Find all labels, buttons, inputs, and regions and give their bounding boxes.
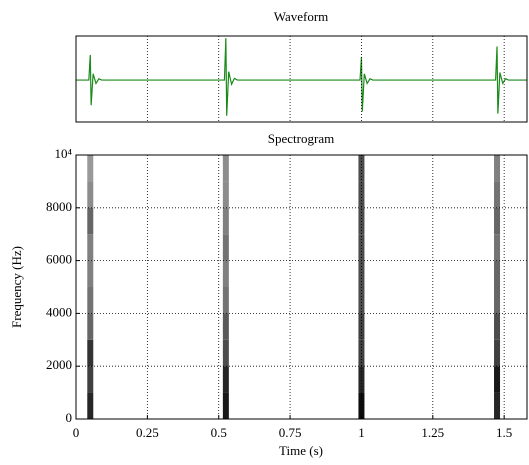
y-tick-label: 6000 bbox=[46, 252, 72, 267]
plot-frame bbox=[76, 155, 527, 419]
spectrogram-cell bbox=[494, 339, 501, 367]
spectrogram-cell bbox=[87, 313, 94, 340]
y-tick-label: 8000 bbox=[46, 199, 72, 214]
spectrogram-cell bbox=[494, 392, 501, 419]
spectrogram-cell bbox=[87, 207, 94, 235]
spectrogram-cell bbox=[222, 287, 229, 314]
x-tick-label: 1.5 bbox=[496, 425, 512, 440]
x-tick-label: 0.25 bbox=[136, 425, 159, 440]
plot-border bbox=[75, 35, 528, 123]
spectrogram-cell bbox=[87, 366, 94, 393]
plot-border bbox=[75, 154, 528, 420]
spectrogram-cell bbox=[87, 260, 94, 287]
spectrogram-cell bbox=[358, 287, 365, 314]
spectrogram-cell bbox=[222, 313, 229, 340]
spectrogram-cell bbox=[358, 260, 365, 287]
spectrogram-cell bbox=[87, 155, 94, 182]
spectrogram-cell bbox=[358, 366, 365, 393]
spectrogram-cell bbox=[494, 181, 501, 208]
spectrogram-cell bbox=[222, 392, 229, 419]
spectrogram-cell bbox=[494, 260, 501, 287]
spectrogram-cell bbox=[222, 207, 229, 235]
spectrogram-cell bbox=[222, 260, 229, 287]
x-tick-label: 0.75 bbox=[279, 425, 302, 440]
spectrogram-cell bbox=[494, 234, 501, 261]
x-axis-label: Time (s) bbox=[279, 443, 323, 458]
y-tick-label: 0 bbox=[66, 410, 73, 425]
waveform-line bbox=[76, 38, 527, 116]
chart-title: Waveform bbox=[274, 9, 329, 24]
spectrogram-cell bbox=[494, 207, 501, 235]
y-axis-label: Frequency (Hz) bbox=[9, 246, 24, 328]
spectrogram-cell bbox=[87, 234, 94, 261]
spectrogram-cell bbox=[222, 234, 229, 261]
spectrogram-cell bbox=[222, 181, 229, 208]
chart-title: Spectrogram bbox=[268, 131, 334, 146]
spectrogram-cell bbox=[494, 287, 501, 314]
spectrogram-cell bbox=[87, 181, 94, 208]
spectrogram-cell bbox=[494, 366, 501, 393]
spectrogram-cell bbox=[222, 366, 229, 393]
spectrogram-cell bbox=[358, 155, 365, 182]
spectrogram-cell bbox=[494, 155, 501, 182]
x-tick-label: 1 bbox=[358, 425, 365, 440]
x-tick-label: 0.5 bbox=[211, 425, 227, 440]
x-tick-label: 1.25 bbox=[421, 425, 444, 440]
x-tick-label: 0 bbox=[73, 425, 80, 440]
y-tick-label: 2000 bbox=[46, 357, 72, 372]
y-tick-label: 10⁴ bbox=[54, 146, 72, 161]
spectrogram-cell bbox=[87, 287, 94, 314]
spectrogram-cell bbox=[494, 313, 501, 340]
y-tick-label: 4000 bbox=[46, 304, 72, 319]
spectrogram-cell bbox=[222, 339, 229, 367]
spectrogram-cell bbox=[358, 234, 365, 261]
spectrogram-cell bbox=[358, 392, 365, 419]
spectrogram-cell bbox=[87, 392, 94, 419]
spectrogram-cell bbox=[222, 155, 229, 182]
spectrogram-cell bbox=[87, 339, 94, 367]
plot-frame bbox=[76, 36, 527, 122]
